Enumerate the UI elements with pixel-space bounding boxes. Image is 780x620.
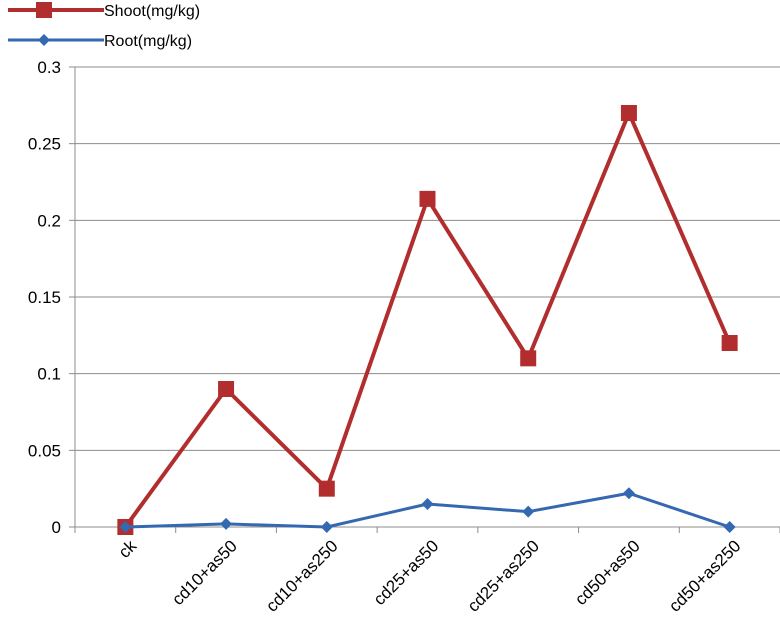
x-tick-label: cd10+as50	[168, 536, 241, 609]
x-tick-label: cd25+as50	[370, 536, 443, 609]
y-tick-label: 0.2	[37, 211, 61, 230]
data-point	[419, 190, 436, 207]
y-axis-ticks: 0 0.05 0.1 0.15 0.2 0.25 0.3	[28, 58, 75, 537]
data-point	[520, 350, 537, 367]
legend-marker	[38, 34, 50, 46]
gridlines	[75, 66, 780, 451]
series-root	[119, 487, 736, 533]
data-point	[218, 381, 235, 397]
data-point	[318, 480, 335, 497]
data-point	[622, 487, 635, 500]
series-layer	[117, 105, 738, 535]
x-tick-label: ck	[115, 536, 141, 562]
x-tick-label: cd50+as50	[571, 536, 644, 609]
y-tick-label: 0.15	[28, 288, 61, 307]
data-point	[421, 498, 434, 510]
x-tick-label: cd50+as250	[665, 536, 744, 615]
legend: Shoot(mg/kg) Root(mg/kg)	[8, 2, 200, 50]
data-point	[723, 521, 736, 533]
series-line	[123, 111, 732, 529]
data-point	[220, 517, 233, 530]
x-tick-label: cd25+as250	[464, 536, 543, 615]
x-axis-ticks: ck cd10+as50 cd10+as250 cd25+as50 cd25+as250…	[74, 527, 780, 616]
data-point	[620, 105, 637, 121]
data-point	[119, 521, 132, 533]
y-tick-label: 0	[52, 518, 61, 537]
legend-item: Shoot(mg/kg)	[8, 2, 200, 20]
legend-item: Root(mg/kg)	[8, 33, 192, 50]
y-tick-label: 0.1	[37, 365, 61, 384]
legend-marker	[36, 2, 52, 18]
y-tick-label: 0.05	[28, 441, 61, 460]
series-shoot	[117, 105, 738, 535]
data-point	[522, 505, 535, 518]
data-point	[320, 521, 333, 533]
legend-label: Root(mg/kg)	[104, 33, 192, 50]
x-tick-label: cd10+as250	[262, 536, 341, 615]
data-point	[721, 335, 738, 351]
y-tick-label: 0.3	[37, 58, 61, 77]
legend-label: Shoot(mg/kg)	[104, 3, 200, 20]
y-tick-label: 0.25	[28, 135, 61, 154]
